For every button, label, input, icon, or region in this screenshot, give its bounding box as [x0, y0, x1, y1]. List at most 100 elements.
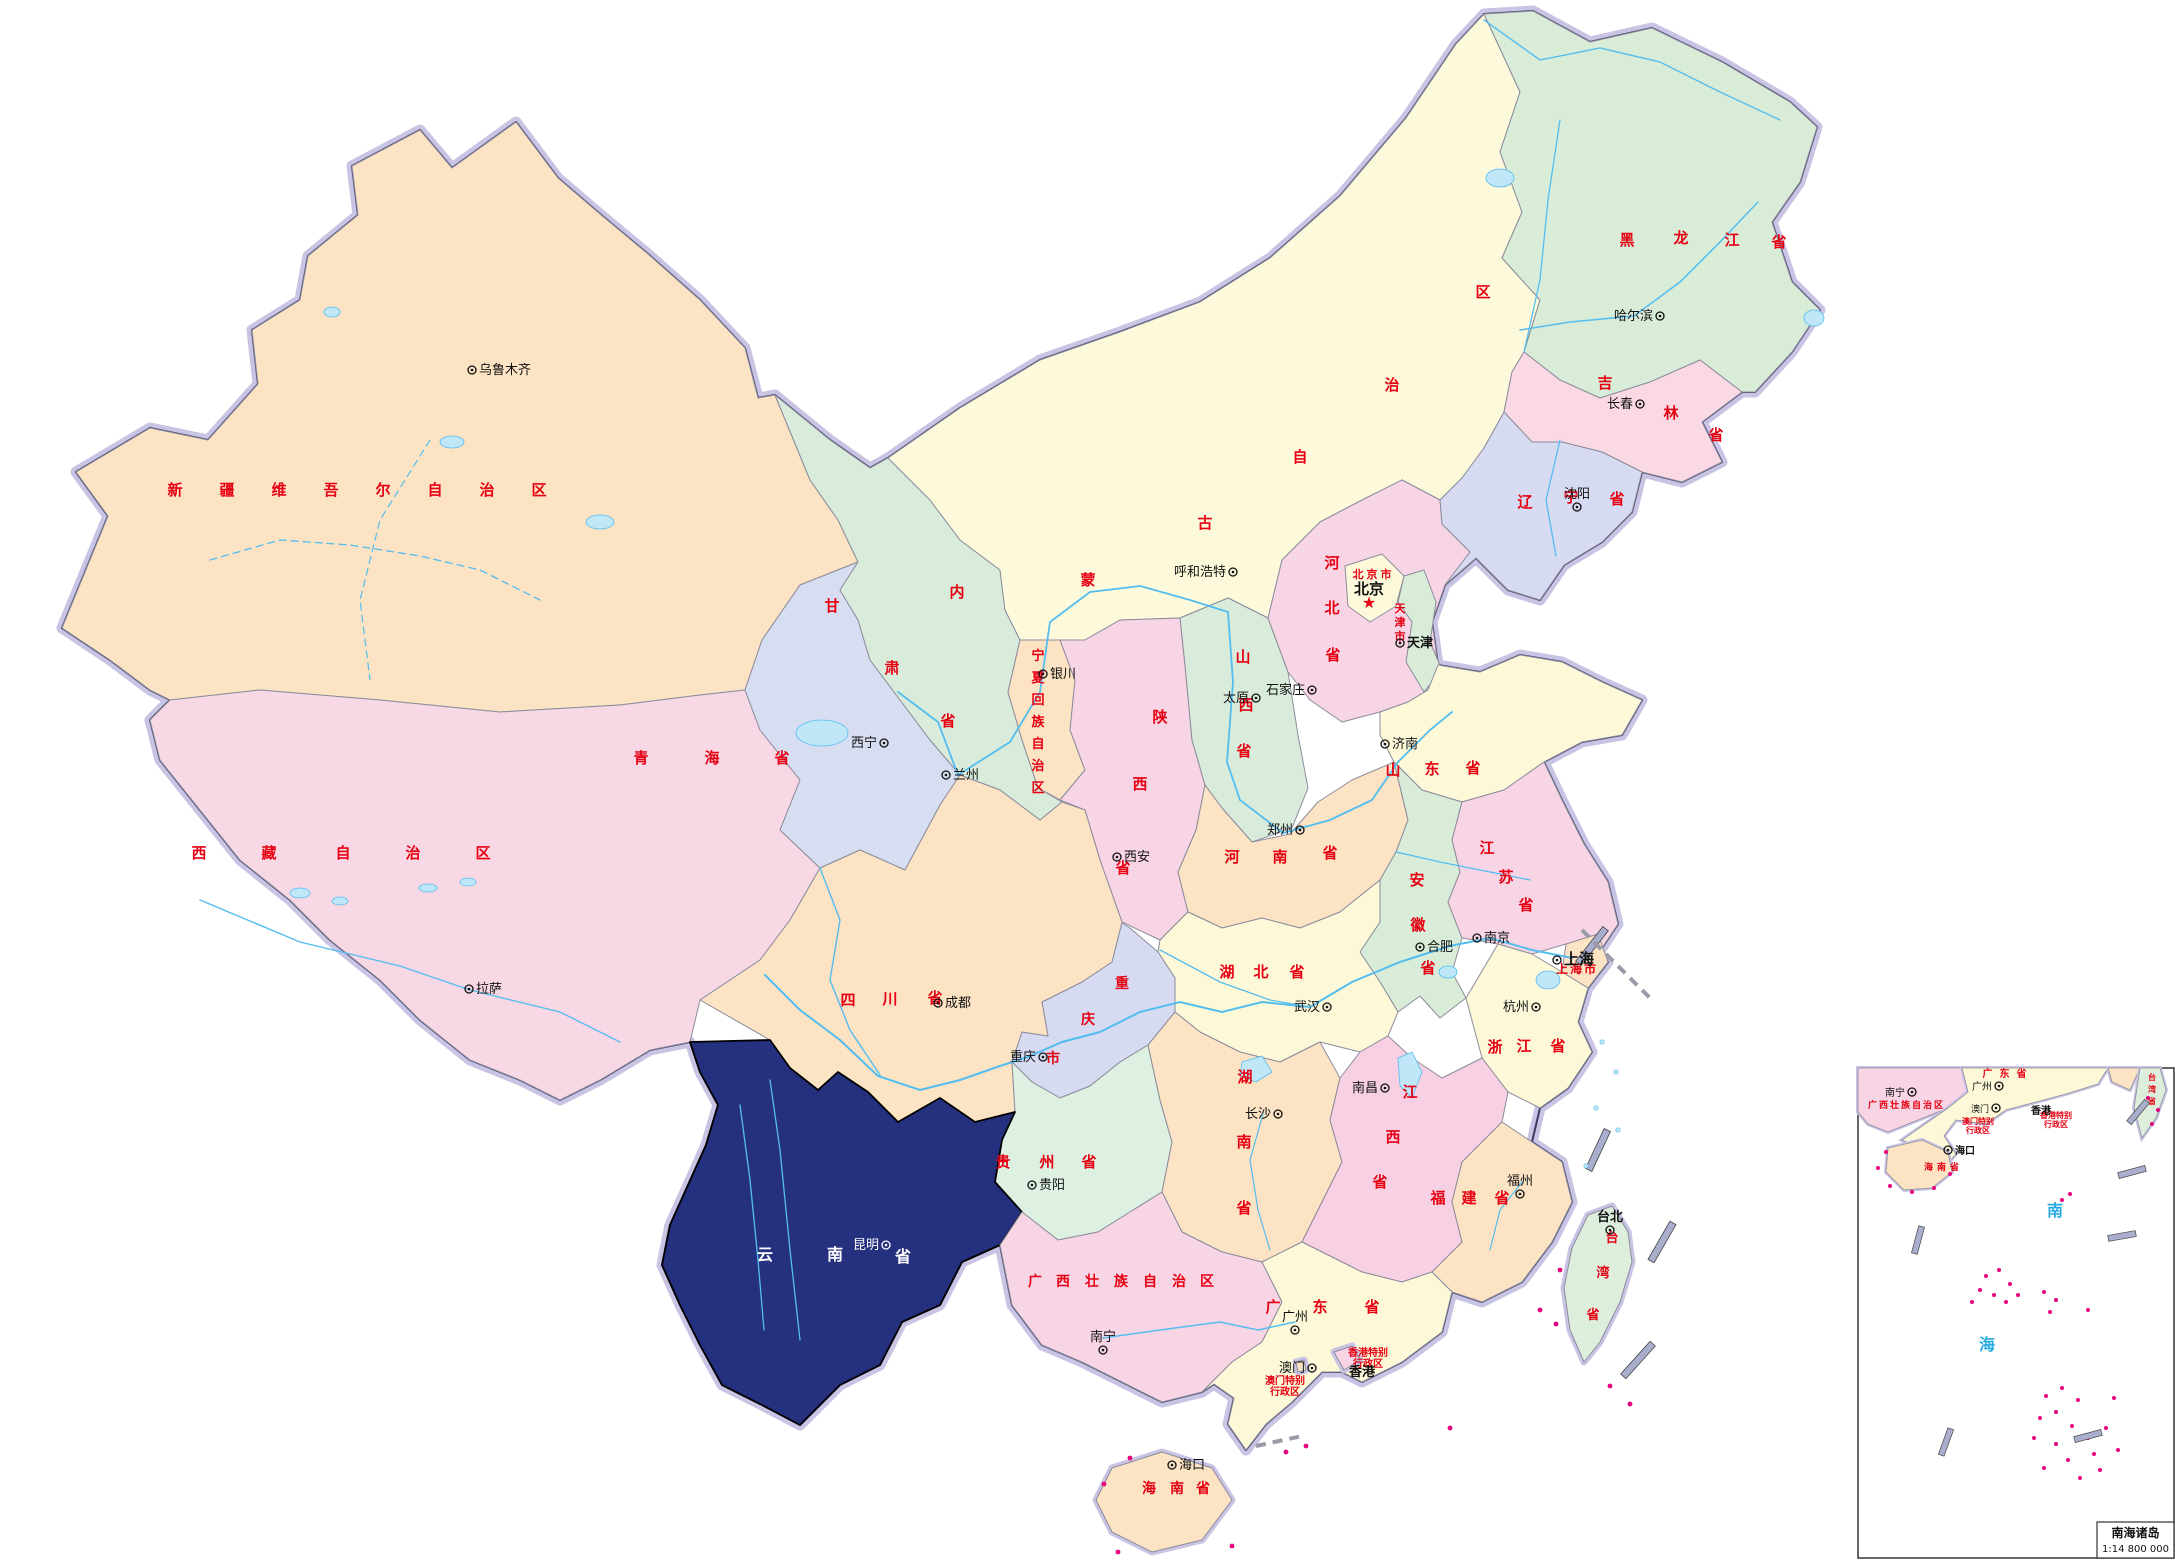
city-marker-icon	[1322, 1002, 1332, 1012]
river	[1489, 1181, 1523, 1251]
city-marker-dot	[1298, 828, 1302, 832]
inset-sea-name: 南	[2047, 1201, 2063, 1220]
province-hainan[interactable]	[1095, 1451, 1233, 1553]
inset-region-label: 广东省	[1983, 1067, 2034, 1080]
inset-region-label: 海南省	[1924, 1161, 1963, 1173]
province-label-yunnan: 云	[757, 1245, 773, 1264]
inset-island-dot	[2004, 1300, 2008, 1304]
capital-star-icon: ★	[1362, 593, 1376, 612]
inset-taiwan-label: 湾	[2148, 1084, 2156, 1094]
city-marker-icon	[1290, 1325, 1300, 1335]
province-fujian[interactable]	[1431, 1121, 1573, 1303]
city-label: 福州	[1507, 1174, 1533, 1189]
province-label-xizang: 治	[405, 844, 420, 862]
sea-dash-line	[1255, 1434, 1303, 1448]
lake	[331, 896, 349, 906]
island-dot	[1303, 1443, 1309, 1449]
inset-island-dot	[2042, 1290, 2046, 1294]
river	[819, 867, 881, 1076]
province-macau[interactable]	[1295, 1359, 1307, 1373]
province-label-hunan: 南	[1236, 1133, 1251, 1151]
lake	[439, 435, 465, 449]
inset-island-dot	[2044, 1394, 2048, 1398]
city-marker-dot	[1231, 570, 1235, 574]
city-label: 香港	[2031, 1104, 2052, 1117]
province-label-sichuan: 川	[881, 990, 897, 1008]
city-marker-icon	[1112, 852, 1122, 862]
province-label-shanxi: 省	[1235, 742, 1251, 760]
small-island	[1613, 1069, 1619, 1075]
river	[1395, 851, 1531, 881]
province-label-hebei: 北	[1324, 599, 1339, 617]
island-dot	[1557, 1267, 1563, 1273]
province-label-hebei: 省	[1324, 646, 1340, 664]
inset-island-dot	[2060, 1198, 2064, 1202]
inset-region-label: 行政区	[2043, 1119, 2068, 1129]
island-dot	[1229, 1543, 1235, 1549]
city-label: 呼和浩特	[1174, 565, 1226, 580]
city-label: 长春	[1607, 397, 1633, 412]
inset-island-dot	[1997, 1268, 2001, 1272]
city-marker-icon	[1635, 399, 1645, 409]
city-marker-icon	[1038, 1052, 1048, 1062]
inset-island-dot	[2048, 1310, 2052, 1314]
lake	[1438, 965, 1458, 979]
city-label: 哈尔滨	[1614, 308, 1653, 324]
province-label-guangdong: 东	[1312, 1298, 1327, 1316]
inset-guangdong	[1901, 1067, 2109, 1171]
city-marker-dot	[1518, 1192, 1522, 1196]
city-marker-icon	[1307, 1363, 1317, 1373]
province-label-liaoning: 宁	[1563, 488, 1578, 506]
inset-island-dot	[2156, 1108, 2160, 1112]
province-label-ningxia: 夏	[1030, 671, 1045, 686]
inset-taiwan-label: 台	[2148, 1072, 2156, 1082]
inset-boundary-bar	[2073, 1429, 2103, 1443]
lake	[1803, 309, 1825, 327]
inset-boundary-bar	[2107, 1230, 2137, 1242]
province-label-jiangxi: 江	[1402, 1083, 1417, 1101]
province-liaoning[interactable]	[1439, 411, 1643, 601]
river	[359, 439, 431, 681]
city-label: 济南	[1392, 736, 1418, 752]
province-label-taiwan: 省	[1585, 1307, 1599, 1323]
city-label: 南宁	[1885, 1086, 1905, 1099]
province-label-yunnan: 南	[827, 1245, 843, 1264]
province-label-tianjin: 天	[1395, 602, 1407, 615]
province-xinjiang[interactable]	[61, 121, 859, 713]
province-label-fujian: 建	[1461, 1189, 1477, 1207]
province-label-guangxi: 广	[1028, 1273, 1042, 1290]
province-taiwan[interactable]	[1563, 1205, 1633, 1363]
lake	[418, 883, 438, 893]
inset-hainan	[1885, 1139, 1953, 1191]
city-label: 拉萨	[476, 982, 502, 997]
province-label-hunan: 省	[1235, 1199, 1251, 1217]
province-label-guangxi: 区	[1200, 1274, 1214, 1290]
inset-island-dot	[2078, 1476, 2082, 1480]
lake	[323, 306, 341, 318]
inset-island-dot	[1876, 1166, 1880, 1170]
river	[209, 539, 541, 601]
province-label-ningxia: 治	[1031, 758, 1044, 774]
province-yunnan[interactable]	[661, 1039, 1023, 1426]
city-marker-dot	[1101, 1348, 1105, 1352]
province-label-shandong: 山	[1385, 761, 1400, 779]
inset-island-dot	[2076, 1398, 2080, 1402]
province-label-shanxi: 山	[1235, 648, 1250, 666]
inset-island-dot	[2016, 1293, 2020, 1297]
river	[897, 585, 1453, 834]
lake	[585, 514, 615, 530]
lake	[459, 877, 477, 887]
city-marker-icon	[1472, 933, 1482, 943]
city-marker-dot	[1910, 1090, 1914, 1094]
inset-island-dot	[2150, 1122, 2154, 1126]
province-label-tianjin: 市	[1395, 629, 1406, 643]
province-label-jilin: 林	[1663, 404, 1679, 422]
province-hongkong[interactable]	[1333, 1345, 1361, 1371]
province-beijing[interactable]	[1344, 553, 1405, 623]
province-heilongjiang[interactable]	[1483, 10, 1821, 399]
lake	[1239, 1055, 1273, 1083]
province-label-yunnan: 省	[894, 1247, 911, 1266]
city-marker-dot	[1658, 314, 1662, 318]
city-marker-dot	[1534, 1005, 1538, 1009]
